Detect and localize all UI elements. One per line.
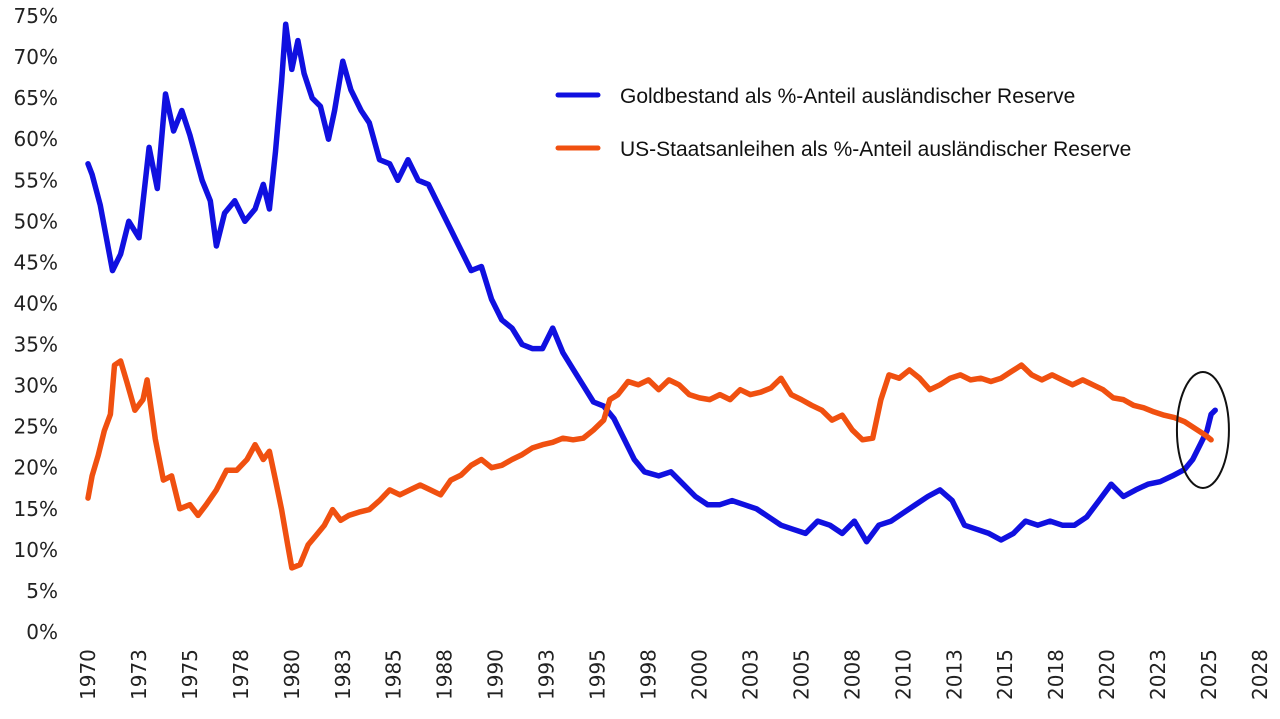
x-tick-label: 1980 [280,649,304,700]
y-tick-label: 50% [14,209,58,233]
y-tick-label: 5% [26,579,58,603]
x-tick-label: 2003 [738,649,762,700]
y-tick-label: 30% [14,374,58,398]
x-tick-label: 2008 [840,649,864,700]
x-tick-label: 2025 [1197,649,1221,700]
x-tick-label: 1973 [127,649,151,700]
x-tick-label: 1975 [178,649,202,700]
x-tick-label: 2015 [993,649,1017,700]
x-tick-label: 2023 [1146,649,1170,700]
x-tick-label: 2000 [687,649,711,700]
x-tick-label: 1995 [586,649,610,700]
y-tick-label: 60% [14,127,58,151]
series-layer [85,21,1218,571]
x-tick-label: 1998 [637,649,661,700]
legend: Goldbestand als %-Anteil ausländischer R… [555,85,1131,161]
x-tick-label: 2020 [1095,649,1119,700]
y-tick-label: 65% [14,86,58,110]
y-tick-label: 45% [14,250,58,274]
x-tick-label: 2005 [789,649,813,700]
x-axis: 1970 1973 1975 1978 1980 1983 1985 1988 1990 1993… [76,649,1272,700]
x-tick-label: 1993 [535,649,559,700]
legend-label-treasuries: US-Staatsanleihen als %-Anteil ausländis… [620,138,1131,161]
legend-item-gold: Goldbestand als %-Anteil ausländischer R… [555,85,1075,108]
y-tick-label: 55% [14,168,58,192]
y-axis: 0% 5% 10% 15% 20% 25% 30% 35% 40% 45% 50% 55% 60% 65%… [14,4,58,644]
x-tick-label: 2018 [1044,649,1068,700]
x-tick-label: 1988 [433,649,457,700]
legend-label-gold: Goldbestand als %-Anteil ausländischer R… [620,85,1075,108]
x-tick-label: 2013 [942,649,966,700]
y-tick-label: 20% [14,456,58,480]
x-tick-label: 2028 [1248,649,1272,700]
y-tick-label: 75% [14,4,58,28]
y-tick-label: 35% [14,333,58,357]
y-tick-label: 25% [14,415,58,439]
highlight-ellipse [1175,370,1230,489]
series-line-gold [85,21,1218,545]
y-tick-label: 15% [14,497,58,521]
x-tick-label: 1970 [76,649,100,700]
y-tick-label: 10% [14,538,58,562]
x-tick-label: 1990 [484,649,508,700]
y-tick-label: 70% [14,45,58,69]
y-tick-label: 40% [14,291,58,315]
x-tick-label: 1978 [229,649,253,700]
series-line-treasuries [85,358,1214,571]
x-tick-label: 1983 [331,649,355,700]
y-tick-label: 0% [26,620,58,644]
legend-item-treasuries: US-Staatsanleihen als %-Anteil ausländis… [555,138,1131,161]
x-tick-label: 2010 [891,649,915,700]
x-tick-label: 1985 [382,649,406,700]
annotation-layer [1175,370,1230,489]
